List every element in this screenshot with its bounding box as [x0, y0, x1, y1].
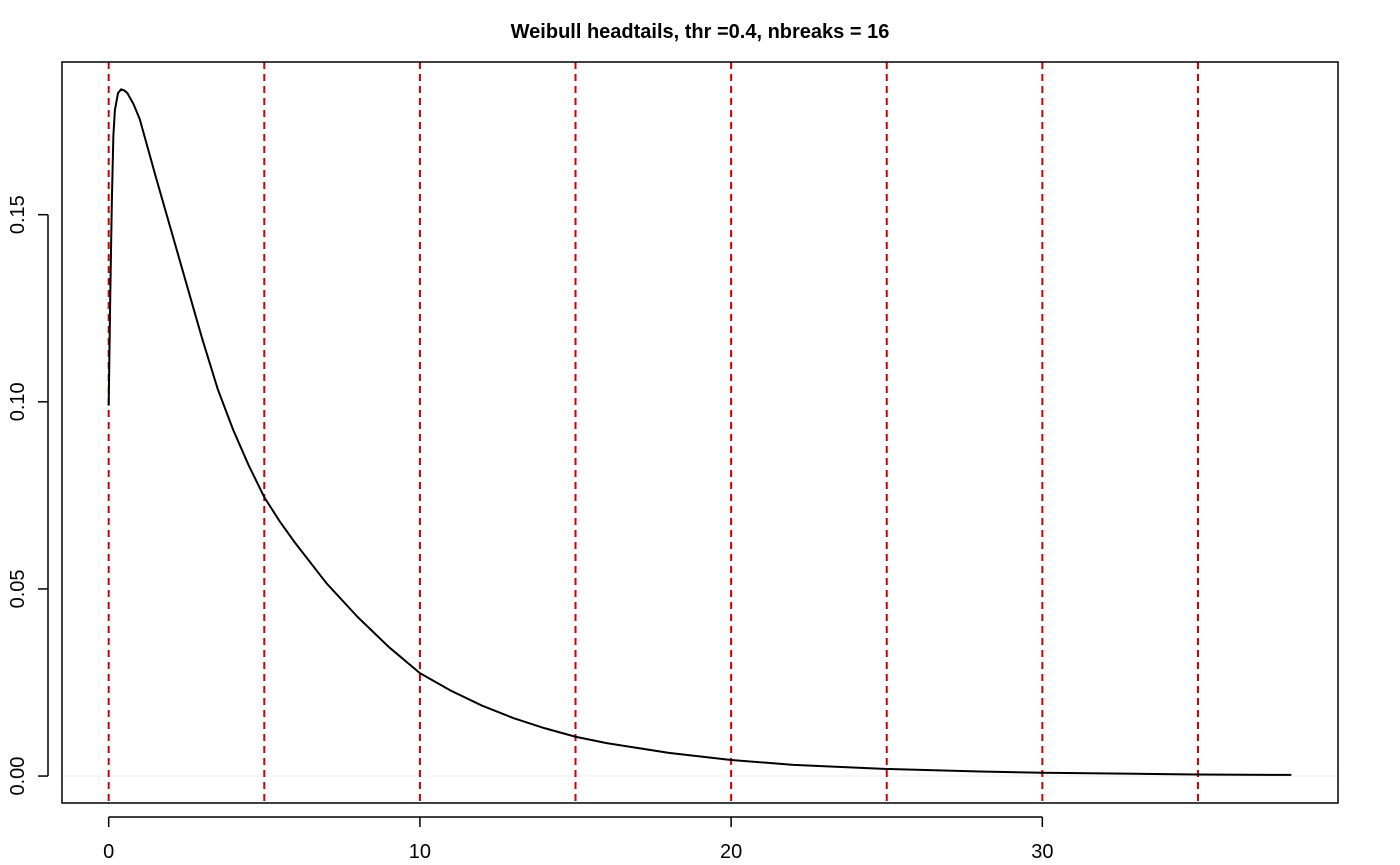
x-tick-label: 20 — [720, 841, 742, 863]
density-curve — [107, 88, 1292, 776]
plot-frame — [61, 61, 1339, 804]
y-tick-label: 0.10 — [7, 382, 29, 421]
y-tick-label: 0.15 — [7, 195, 29, 234]
x-tick-label: 10 — [409, 841, 431, 863]
y-tick-label: 0.00 — [7, 757, 29, 796]
x-tick-label: 0 — [103, 841, 114, 863]
axes: 0 10 20 30 0.00 0.05 0.10 0.15 — [7, 195, 1053, 863]
chart-title: Weibull headtails, thr =0.4, nbreaks = 1… — [511, 21, 890, 43]
plot-area — [62, 62, 1338, 803]
x-tick-label: 30 — [1031, 841, 1053, 863]
y-tick-label: 0.05 — [7, 569, 29, 608]
